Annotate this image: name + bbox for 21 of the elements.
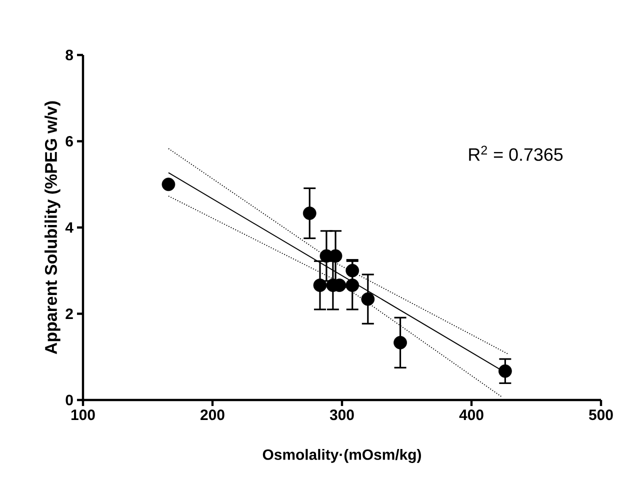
- point: [313, 278, 327, 292]
- point: [346, 278, 360, 292]
- point: [346, 264, 360, 278]
- y-tick-label: 8: [66, 50, 74, 60]
- x-tick-label: 400: [459, 410, 484, 420]
- point: [302, 206, 316, 220]
- x-tick-label: 300: [330, 410, 354, 420]
- x-tick-label: 200: [200, 410, 224, 420]
- y-tick-label: 2: [66, 308, 73, 319]
- point: [162, 178, 176, 192]
- point: [361, 292, 375, 306]
- point: [394, 336, 407, 350]
- y-axis-title: Apparent Solubility (%PEG w/v): [44, 101, 60, 354]
- x-tick-label: 500: [588, 410, 613, 420]
- y-tick-label: 0: [66, 394, 73, 406]
- y-tick-label: 6: [66, 136, 73, 147]
- point: [498, 364, 512, 378]
- x-axis-title: Osmolality·(mOsm/kg): [262, 448, 421, 463]
- annotation: R$^{2}$ = 0.7365: [469, 146, 563, 161]
- y-tick-label: 4: [65, 222, 74, 233]
- x-tick-label: 100: [71, 410, 95, 420]
